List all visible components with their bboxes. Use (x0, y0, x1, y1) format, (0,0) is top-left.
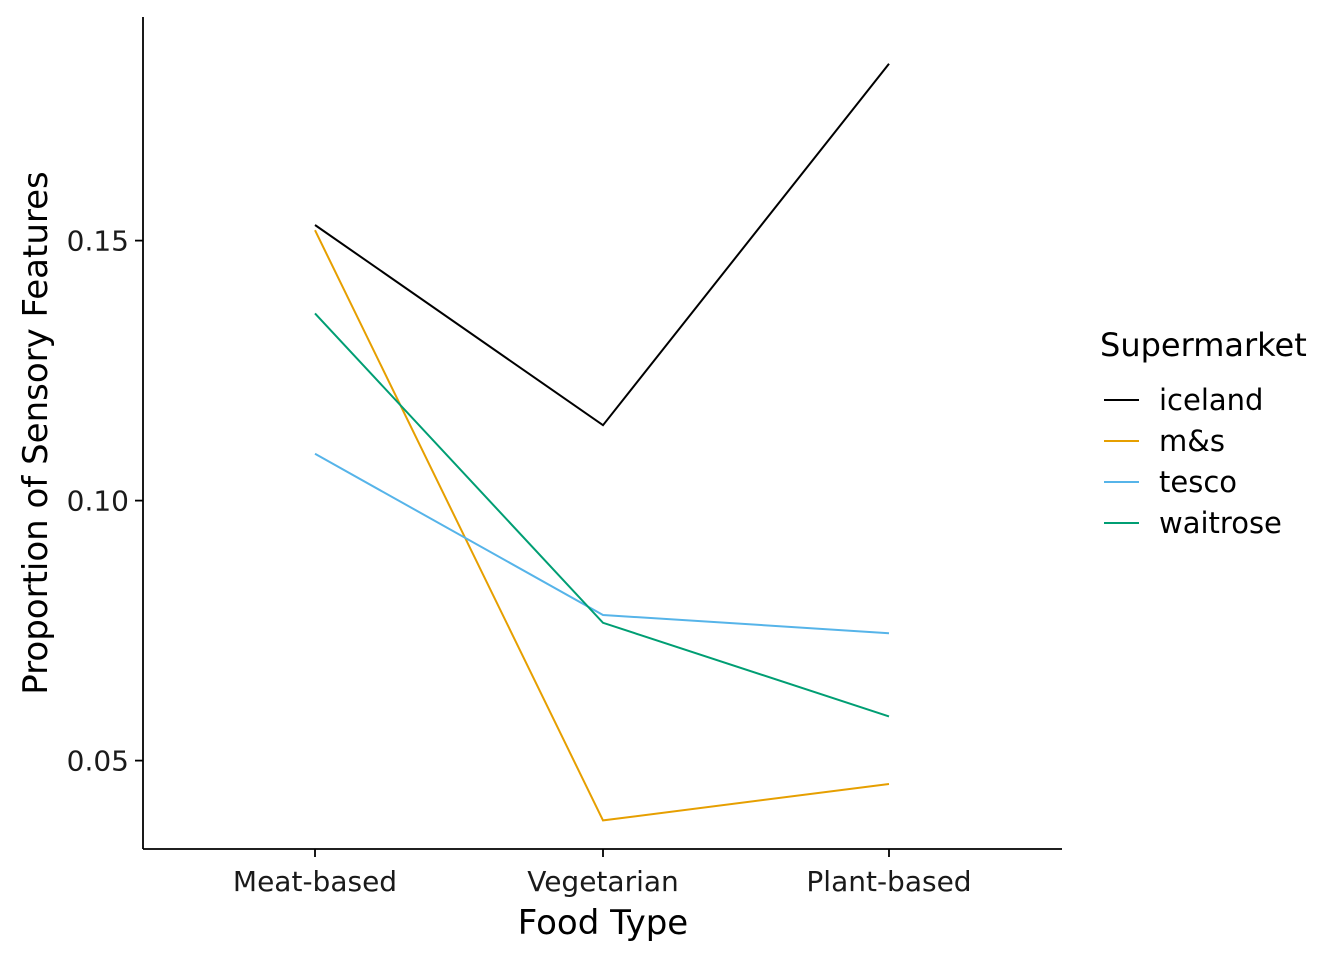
series-line-tesco (314, 452, 890, 635)
legend-label: m&s (1159, 424, 1225, 458)
x-tick-label: Vegetarian (527, 865, 679, 898)
x-tick-label: Meat-based (233, 865, 397, 898)
axes (142, 17, 1062, 850)
legend-label: waitrose (1159, 506, 1282, 540)
x-tick-label: Plant-based (806, 865, 971, 898)
y-axis-ticks: 0.05 0.10 0.15 (67, 225, 143, 778)
series-line-ms (314, 229, 890, 822)
y-tick-label: 0.15 (67, 225, 129, 258)
y-tick-label: 0.10 (67, 485, 129, 518)
y-tick-label: 0.05 (67, 745, 129, 778)
series-lines (314, 63, 890, 822)
series-line-iceland (314, 63, 890, 427)
x-axis-ticks: Meat-based Vegetarian Plant-based (233, 849, 972, 898)
y-axis-title: Proportion of Sensory Features (16, 171, 56, 694)
legend: Supermarket iceland m&s tesco waitrose (1100, 326, 1307, 540)
series-line-waitrose (314, 312, 890, 718)
legend-title: Supermarket (1100, 326, 1307, 364)
x-axis-title: Food Type (518, 903, 688, 943)
legend-label: tesco (1159, 465, 1237, 499)
legend-items: iceland m&s tesco waitrose (1104, 383, 1282, 540)
legend-label: iceland (1159, 383, 1263, 417)
